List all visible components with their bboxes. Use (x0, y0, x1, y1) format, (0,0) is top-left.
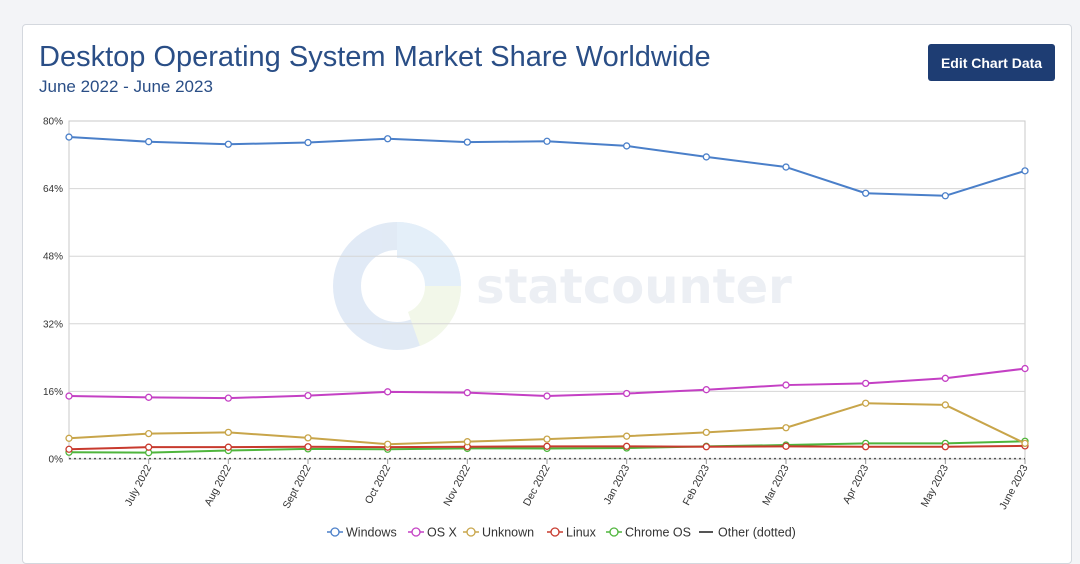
data-point (623, 432, 631, 440)
x-tick-label: Feb 2023 (681, 463, 713, 508)
legend-label: Windows (346, 526, 397, 540)
data-point (702, 428, 710, 437)
y-tick-label: 32% (43, 319, 63, 330)
y-tick-label: 64% (43, 184, 63, 195)
statcounter-watermark: statcounter (333, 222, 792, 350)
data-point (65, 392, 73, 400)
legend-marker-icon (466, 527, 476, 537)
data-point (782, 442, 790, 450)
chart-title: Desktop Operating System Market Share Wo… (39, 41, 711, 73)
data-point (543, 442, 551, 450)
legend-marker-icon (609, 527, 619, 537)
legend-marker-icon (550, 527, 560, 537)
watermark-logo-segment (397, 222, 461, 286)
legend-label: Unknown (482, 526, 534, 540)
data-point (145, 443, 153, 451)
legend-label: Other (dotted) (718, 526, 796, 540)
x-tick-label: Aug 2022 (202, 463, 234, 508)
data-point (224, 443, 232, 451)
data-point (782, 163, 790, 171)
data-point (782, 381, 790, 389)
data-point (304, 138, 312, 147)
legend-label: Chrome OS (625, 526, 691, 540)
data-point (463, 389, 471, 397)
y-tick-label: 0% (49, 455, 64, 466)
edit-chart-data-button[interactable]: Edit Chart Data (928, 44, 1055, 81)
data-point (384, 135, 392, 143)
legend-item[interactable]: Windows (327, 526, 397, 540)
data-point (543, 137, 551, 145)
data-point (224, 394, 232, 402)
data-point (224, 428, 232, 437)
data-point (145, 393, 153, 401)
chart-subtitle: June 2022 - June 2023 (39, 77, 213, 96)
watermark-text: statcounter (476, 259, 792, 315)
data-point (304, 391, 312, 400)
data-point (1021, 364, 1029, 373)
x-tick-label: Sept 2022 (281, 463, 314, 511)
data-point (304, 434, 312, 442)
watermark-logo-segment (408, 286, 462, 346)
data-point (304, 443, 312, 451)
legend-marker-icon (330, 527, 340, 537)
data-point (862, 399, 870, 407)
data-point (463, 438, 471, 446)
data-point (65, 133, 73, 141)
data-point (702, 386, 710, 394)
x-tick-label: Apr 2023 (841, 463, 872, 506)
y-tick-label: 48% (43, 252, 63, 263)
x-tick-label: June 2023 (997, 463, 1031, 512)
y-tick-label: 80% (43, 117, 63, 128)
legend-item[interactable]: Chrome OS (606, 526, 691, 540)
data-point (702, 443, 710, 451)
legend-item[interactable]: Unknown (463, 526, 534, 540)
data-point (1021, 439, 1029, 448)
legend-item[interactable]: Other (dotted) (699, 526, 796, 540)
legend-marker-icon (411, 527, 421, 537)
legend-label: OS X (427, 526, 458, 540)
data-point (702, 153, 710, 161)
data-point (65, 445, 73, 453)
x-tick-label: Nov 2022 (441, 463, 473, 508)
data-point (145, 429, 153, 438)
data-point (543, 435, 551, 443)
x-tick-label: Jan 2023 (601, 463, 632, 507)
data-point (224, 140, 232, 148)
data-point (862, 443, 870, 451)
data-point (384, 440, 392, 448)
x-tick-label: May 2023 (919, 463, 951, 509)
data-point (862, 189, 870, 197)
data-point (941, 401, 949, 409)
data-point (941, 192, 949, 200)
data-point (862, 379, 870, 388)
line-chart: statcounter 0% 16% 32% 48% 64% 80% July 2022 Aug… (43, 117, 1031, 540)
data-point (543, 392, 551, 400)
data-point (782, 424, 790, 432)
x-tick-label: July 2022 (123, 463, 155, 508)
legend-label: Linux (566, 526, 597, 540)
data-point (65, 434, 73, 442)
data-point (623, 389, 631, 398)
data-point (1021, 167, 1029, 175)
data-point (463, 138, 471, 146)
data-point (941, 374, 949, 382)
x-tick-label: Mar 2023 (760, 463, 791, 508)
data-point (623, 142, 631, 150)
legend-item[interactable]: OS X (408, 526, 458, 540)
y-tick-label: 16% (43, 387, 63, 398)
x-tick-label: Dec 2022 (521, 463, 553, 508)
legend-item[interactable]: Linux (547, 526, 597, 540)
data-point (623, 442, 631, 450)
data-point (384, 388, 392, 396)
data-point (941, 443, 949, 451)
data-point (145, 138, 153, 146)
x-tick-label: Oct 2022 (363, 463, 394, 506)
